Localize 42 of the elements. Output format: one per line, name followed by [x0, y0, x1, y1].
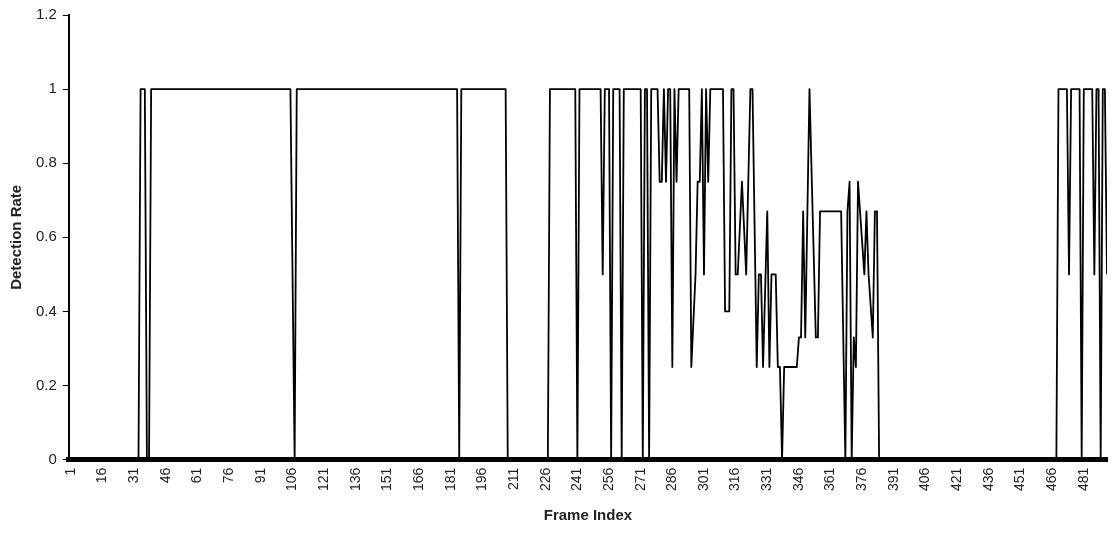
- x-tick-label: 241: [568, 467, 585, 491]
- x-tick-label: 106: [283, 467, 300, 491]
- y-tick-label: 0.4: [35, 301, 57, 319]
- y-tick-label: 0: [48, 449, 57, 467]
- x-tick-label: 256: [599, 467, 616, 491]
- x-tick-label: 121: [315, 467, 332, 491]
- x-tick-label: 226: [536, 467, 553, 491]
- y-tick-label: 1.2: [35, 5, 57, 23]
- x-tick-label: 451: [1011, 467, 1028, 491]
- x-tick-label: 271: [631, 467, 648, 491]
- x-tick-label: 286: [663, 467, 680, 491]
- x-axis-title: Frame Index: [543, 506, 633, 524]
- x-tick-label: 1: [61, 467, 78, 476]
- x-tick-label: 466: [1043, 467, 1059, 491]
- x-tick-label: 151: [378, 467, 395, 491]
- x-tick-label: 46: [156, 467, 173, 484]
- x-tick-label: 76: [220, 467, 237, 484]
- y-tick-label: 1: [48, 79, 57, 97]
- y-tick-label: 0.2: [35, 375, 57, 393]
- x-tick-label: 16: [93, 467, 110, 484]
- x-tick-label: 436: [979, 467, 996, 491]
- x-tick-label: 211: [504, 467, 521, 490]
- x-tick-label: 136: [346, 467, 363, 491]
- x-tick-label: 196: [473, 467, 490, 491]
- x-tick-label: 61: [188, 467, 205, 484]
- x-tick-label: 481: [1074, 467, 1091, 491]
- x-tick-label: 391: [884, 467, 901, 491]
- x-tick-label: 316: [726, 467, 743, 491]
- x-tick-label: 361: [821, 467, 838, 491]
- y-tick-label: 0.8: [35, 153, 57, 171]
- x-tick-label: 91: [251, 467, 268, 484]
- x-tick-label: 331: [758, 467, 775, 491]
- x-tick-label: 181: [441, 467, 458, 491]
- x-tick-label: 166: [409, 467, 426, 491]
- x-tick-label: 301: [694, 467, 711, 491]
- y-tick-label: 0.6: [35, 227, 57, 245]
- y-axis-title: Detection Rate: [7, 184, 25, 290]
- x-tick-label: 31: [125, 467, 142, 484]
- x-tick-label: 376: [853, 467, 870, 491]
- x-tick-label: 346: [789, 467, 806, 491]
- x-tick-label: 421: [948, 467, 965, 491]
- x-tick-label: 406: [916, 467, 933, 491]
